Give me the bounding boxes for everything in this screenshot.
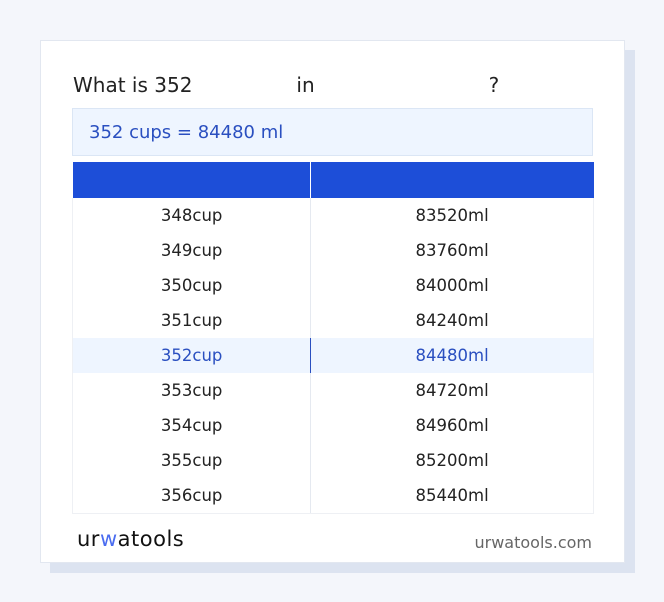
title-prefix: What is 352 — [73, 73, 193, 97]
table-row: 355cup 85200ml — [71, 443, 594, 478]
cell-cups: 351cup — [71, 303, 312, 338]
conversion-table: 348cup 83520ml 349cup 83760ml 350cup 84000ml 3… — [71, 162, 594, 514]
cell-cups: 348cup — [71, 198, 312, 233]
conversion-card: What is 352 in? 352 cups = 84480 ml 348cu… — [40, 40, 625, 563]
header-to — [310, 162, 594, 198]
table-row: 350cup 84000ml — [71, 268, 594, 303]
cell-cups: 352cup — [71, 338, 312, 373]
cell-cups: 349cup — [71, 233, 312, 268]
table-row: 353cup 84720ml — [71, 373, 594, 408]
cell-ml: 85440ml — [310, 478, 594, 514]
table-row: 351cup 84240ml — [71, 303, 594, 338]
cell-ml: 83520ml — [310, 198, 594, 233]
cell-cups: 353cup — [71, 373, 312, 408]
table-row: 352cup 84480ml — [71, 338, 594, 373]
cell-ml: 84720ml — [310, 373, 594, 408]
urwatools-logo: urwatools — [77, 527, 185, 551]
table-row: 348cup 83520ml — [71, 198, 594, 233]
cell-ml: 84000ml — [310, 268, 594, 303]
result-box: 352 cups = 84480 ml — [72, 108, 593, 156]
header-from — [72, 162, 312, 198]
cell-cups: 354cup — [71, 408, 312, 443]
title-suffix: ? — [488, 73, 500, 97]
cell-ml: 84240ml — [310, 303, 594, 338]
cell-ml: 84480ml — [310, 338, 594, 373]
cell-cups: 355cup — [71, 443, 312, 478]
cell-cups: 356cup — [71, 478, 312, 514]
site-link[interactable]: urwatools.com — [474, 533, 593, 552]
title-middle: in — [296, 73, 315, 97]
cell-ml: 84960ml — [310, 408, 594, 443]
table-row: 356cup 85440ml — [71, 478, 594, 514]
table-row: 354cup 84960ml — [71, 408, 594, 443]
cell-cups: 350cup — [71, 268, 312, 303]
page-title: What is 352 in? — [73, 73, 499, 97]
cell-ml: 83760ml — [310, 233, 594, 268]
table-row: 349cup 83760ml — [71, 233, 594, 268]
cell-ml: 85200ml — [310, 443, 594, 478]
